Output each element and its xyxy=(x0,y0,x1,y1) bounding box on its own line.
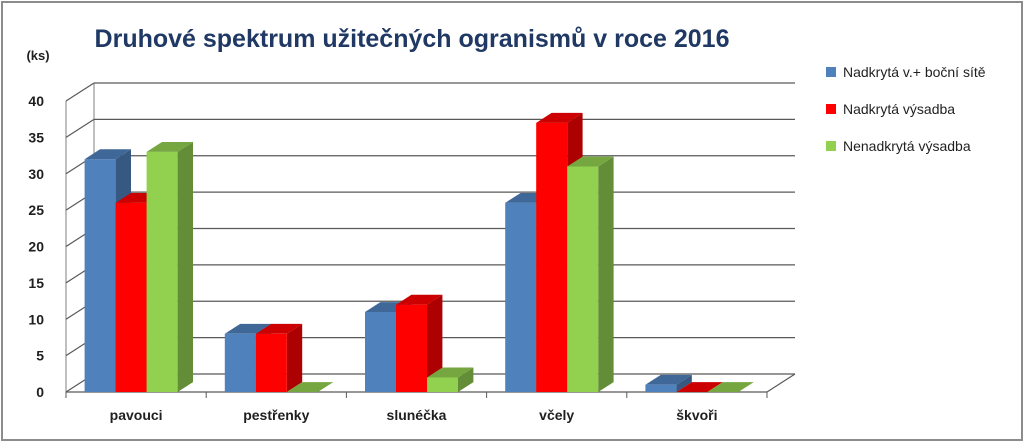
x-category-label: včely xyxy=(539,407,574,423)
legend-swatch xyxy=(826,104,836,114)
bar-top xyxy=(255,323,303,334)
bar xyxy=(536,122,568,392)
legend-swatch xyxy=(826,141,836,151)
bar xyxy=(146,151,178,392)
bar xyxy=(427,377,458,392)
x-category-label: škvoři xyxy=(676,407,717,423)
x-category-label: slunéčka xyxy=(387,407,447,423)
y-tick-label: 40 xyxy=(28,93,44,109)
y-tick-label: 15 xyxy=(28,275,44,291)
bar-side xyxy=(458,367,474,392)
x-axis-categories: pavouci pestřenky slunéčka včely škvoři xyxy=(65,392,768,423)
gridline-side xyxy=(65,82,95,102)
y-tick-label: 30 xyxy=(28,166,44,182)
bar-top xyxy=(84,149,131,160)
bar xyxy=(645,384,677,392)
bars xyxy=(84,112,754,393)
y-tick-label: 5 xyxy=(36,348,44,364)
bar-top xyxy=(567,156,614,167)
y-tick-label: 25 xyxy=(28,202,44,218)
floor-right-edge xyxy=(766,373,796,393)
bar-top xyxy=(427,367,474,378)
bar-top xyxy=(286,382,334,392)
bar-top xyxy=(224,323,272,334)
gridlines xyxy=(65,82,795,393)
bar-top xyxy=(645,374,692,385)
bar-side xyxy=(286,323,303,392)
bar xyxy=(567,166,599,392)
gridline-side xyxy=(65,118,95,138)
y-axis-unit-label: (ks) xyxy=(26,48,49,63)
y-tick-label: 35 xyxy=(28,129,44,145)
chart-title: Druhové spektrum užitečných ogranismů v … xyxy=(95,25,730,53)
bar xyxy=(365,311,396,392)
bar xyxy=(224,333,256,392)
bar xyxy=(84,159,116,392)
bar xyxy=(505,202,537,392)
y-tick-label: 0 xyxy=(36,384,44,400)
bar-side xyxy=(427,294,443,392)
x-category-label: pestřenky xyxy=(243,407,309,423)
legend-swatch xyxy=(826,67,836,77)
bar-top xyxy=(536,112,583,123)
y-tick-label: 10 xyxy=(28,311,44,327)
bar-top xyxy=(396,294,443,305)
y-axis-ticks: 0 5 10 15 20 25 30 35 40 xyxy=(28,93,44,400)
bar xyxy=(396,304,427,392)
bar-top xyxy=(146,142,193,152)
legend-label: Nadkrytá v.+ boční sítě xyxy=(843,64,986,80)
bar-side xyxy=(676,374,692,392)
x-category-label: pavouci xyxy=(110,407,163,423)
bar-top xyxy=(676,382,723,392)
legend-label: Nadkrytá výsadba xyxy=(843,101,955,117)
bar xyxy=(115,202,147,392)
bar-top xyxy=(707,382,754,392)
y-tick-label: 20 xyxy=(28,239,44,255)
legend: Nadkrytá v.+ boční sítě Nadkrytá výsadba N… xyxy=(826,64,986,154)
bar-side xyxy=(177,142,193,392)
legend-label: Nenadkrytá výsadba xyxy=(843,138,971,154)
bar xyxy=(255,333,287,392)
bar-side xyxy=(598,156,614,392)
